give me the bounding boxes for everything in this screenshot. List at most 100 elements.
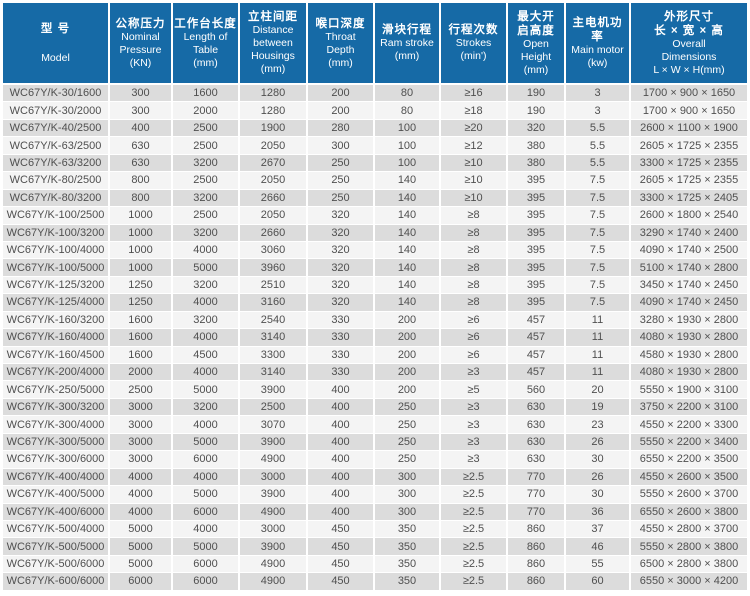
column-header-ram-stroke: 滑块行程 Ram stroke (mm) [375, 3, 441, 85]
cell-main-motor: 36 [566, 503, 631, 521]
cell-table-length: 5000 [173, 381, 240, 399]
cell-throat-depth: 450 [308, 538, 375, 556]
cell-table-length: 5000 [173, 433, 240, 452]
header-row: 型 号 Model 公称压力 Nominal Pressure (KN) 工作台长度 Leng… [3, 3, 747, 85]
cell-overall-dimensions: 3300 × 1725 × 2355 [631, 154, 747, 173]
cell-throat-depth: 400 [308, 398, 375, 417]
cell-strokes: ≥16 [441, 85, 508, 103]
cell-overall-dimensions: 4080 × 1930 × 2800 [631, 329, 747, 347]
cell-ram-stroke: 140 [375, 259, 441, 277]
table-header: 型 号 Model 公称压力 Nominal Pressure (KN) 工作台长度 Leng… [3, 3, 747, 85]
column-header-zh-line: 最大开 [517, 10, 555, 23]
cell-model: WC67Y/K-63/3200 [3, 154, 110, 173]
cell-ram-stroke: 80 [375, 85, 441, 103]
table-row: WC67Y/K-200/4000 2000 4000 3140 330 200 ≥3 457 1… [3, 364, 747, 382]
cell-overall-dimensions: 3750 × 2200 × 3100 [631, 398, 747, 417]
cell-model: WC67Y/K-100/4000 [3, 241, 110, 260]
cell-main-motor: 3 [566, 85, 631, 103]
cell-overall-dimensions: 5550 × 2200 × 3400 [631, 433, 747, 452]
table-row: WC67Y/K-160/4000 1600 4000 3140 330 200 ≥6 457 1… [3, 329, 747, 347]
cell-table-length: 2500 [173, 172, 240, 190]
table-row: WC67Y/K-125/4000 1250 4000 3160 320 140 ≥8 395 7… [3, 294, 747, 312]
cell-table-length: 6000 [173, 555, 240, 574]
cell-ram-stroke: 140 [375, 172, 441, 190]
cell-throat-depth: 320 [308, 259, 375, 277]
cell-strokes: ≥2.5 [441, 573, 508, 591]
cell-table-length: 6000 [173, 503, 240, 521]
cell-ram-stroke: 300 [375, 468, 441, 487]
cell-throat-depth: 400 [308, 468, 375, 487]
cell-nominal-pressure: 2000 [110, 364, 173, 382]
cell-nominal-pressure: 1000 [110, 224, 173, 242]
cell-main-motor: 55 [566, 555, 631, 574]
cell-overall-dimensions: 4550 × 2200 × 3300 [631, 416, 747, 434]
cell-strokes: ≥8 [441, 241, 508, 260]
cell-model: WC67Y/K-100/2500 [3, 207, 110, 225]
cell-overall-dimensions: 2605 × 1725 × 2355 [631, 172, 747, 190]
cell-open-height: 630 [508, 451, 566, 469]
column-header-en-line: Pressure [119, 43, 162, 56]
column-header-en-line: Ram stroke [380, 37, 434, 49]
cell-strokes: ≥20 [441, 119, 508, 138]
cell-strokes: ≥8 [441, 276, 508, 295]
cell-nominal-pressure: 4000 [110, 503, 173, 521]
cell-table-length: 6000 [173, 573, 240, 591]
column-header-zh-line: 启高度 [517, 24, 555, 37]
cell-table-length: 3200 [173, 224, 240, 242]
column-header-zh-line: 外形尺寸 [664, 10, 714, 23]
cell-strokes: ≥3 [441, 364, 508, 382]
cell-strokes: ≥6 [441, 346, 508, 364]
cell-nominal-pressure: 800 [110, 189, 173, 208]
cell-nominal-pressure: 400 [110, 119, 173, 138]
cell-strokes: ≥6 [441, 311, 508, 330]
column-header-en-line: Dimensions [661, 50, 717, 63]
cell-housing-distance: 3900 [240, 381, 308, 399]
cell-overall-dimensions: 1700 × 900 × 1650 [631, 85, 747, 103]
column-header-en-line: (kw) [587, 57, 608, 69]
cell-throat-depth: 200 [308, 85, 375, 103]
cell-overall-dimensions: 6550 × 2200 × 3500 [631, 451, 747, 469]
column-header-en-line: (mm) [328, 56, 353, 69]
cell-nominal-pressure: 5000 [110, 520, 173, 539]
column-header-zh: 工作台长度 [174, 17, 237, 31]
cell-nominal-pressure: 1250 [110, 276, 173, 295]
cell-table-length: 1600 [173, 85, 240, 103]
table-row: WC67Y/K-100/3200 1000 3200 2660 320 140 ≥8 395 7… [3, 224, 747, 242]
cell-nominal-pressure: 3000 [110, 416, 173, 434]
cell-open-height: 457 [508, 346, 566, 364]
cell-strokes: ≥8 [441, 207, 508, 225]
column-header-zh: 行程次数 [442, 23, 505, 37]
column-header-overall-dimensions: 外形尺寸长 × 宽 × 高 Overall Dimensions L × W × H(… [631, 3, 747, 85]
cell-strokes: ≥2.5 [441, 468, 508, 487]
column-header-en-line: Table [192, 43, 219, 56]
column-header-en-line: Strokes [455, 37, 492, 49]
table-row: WC67Y/K-100/2500 1000 2500 2050 320 140 ≥8 395 7… [3, 207, 747, 225]
cell-main-motor: 60 [566, 573, 631, 591]
table-row: WC67Y/K-250/5000 2500 5000 3900 400 200 ≥5 560 2… [3, 381, 747, 399]
cell-throat-depth: 330 [308, 364, 375, 382]
cell-main-motor: 7.5 [566, 259, 631, 277]
cell-overall-dimensions: 6550 × 3000 × 4200 [631, 573, 747, 591]
cell-throat-depth: 320 [308, 276, 375, 295]
cell-nominal-pressure: 4000 [110, 468, 173, 487]
cell-strokes: ≥2.5 [441, 520, 508, 539]
cell-open-height: 395 [508, 294, 566, 312]
cell-housing-distance: 2510 [240, 276, 308, 295]
cell-main-motor: 19 [566, 398, 631, 417]
cell-model: WC67Y/K-80/2500 [3, 172, 110, 190]
cell-ram-stroke: 250 [375, 433, 441, 452]
cell-overall-dimensions: 4580 × 1930 × 2800 [631, 346, 747, 364]
cell-table-length: 4500 [173, 346, 240, 364]
cell-throat-depth: 450 [308, 555, 375, 574]
column-header-zh-line: 公称压力 [115, 17, 166, 30]
table-row: WC67Y/K-500/6000 5000 6000 4900 450 350 ≥2.5 86… [3, 555, 747, 574]
cell-housing-distance: 3900 [240, 538, 308, 556]
cell-overall-dimensions: 3290 × 1740 × 2400 [631, 224, 747, 242]
cell-housing-distance: 3140 [240, 364, 308, 382]
cell-main-motor: 30 [566, 451, 631, 469]
cell-model: WC67Y/K-500/6000 [3, 555, 110, 574]
cell-nominal-pressure: 1250 [110, 294, 173, 312]
cell-throat-depth: 400 [308, 451, 375, 469]
table-row: WC67Y/K-500/4000 5000 4000 3000 450 350 ≥2.5 86… [3, 520, 747, 539]
cell-nominal-pressure: 1600 [110, 311, 173, 330]
